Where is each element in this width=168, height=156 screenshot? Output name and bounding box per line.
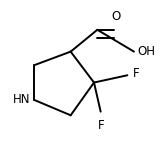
Text: OH: OH <box>137 45 155 58</box>
Text: HN: HN <box>13 93 30 106</box>
Text: F: F <box>133 67 140 80</box>
Text: F: F <box>98 119 105 132</box>
Text: O: O <box>111 10 120 23</box>
